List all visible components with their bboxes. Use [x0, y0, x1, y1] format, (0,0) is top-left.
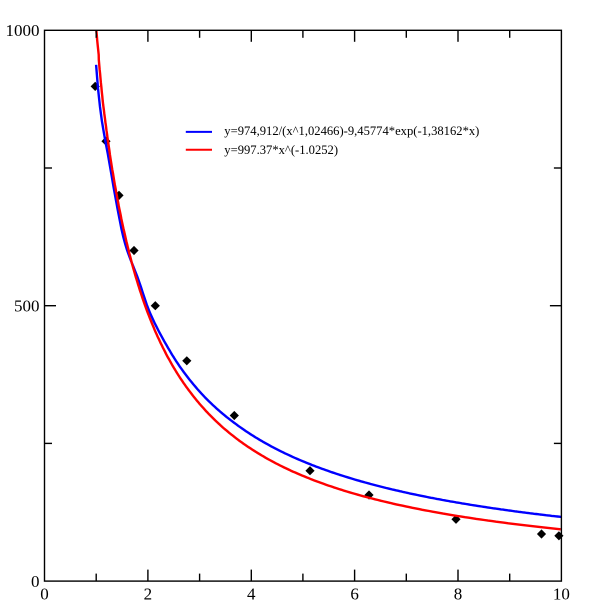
svg-text:1000: 1000 [6, 21, 40, 40]
svg-text:8: 8 [454, 584, 463, 600]
svg-text:y=974,912/(x^1,02466)-9,45774*: y=974,912/(x^1,02466)-9,45774*exp(-1,381… [224, 124, 479, 138]
svg-text:6: 6 [350, 584, 359, 600]
svg-text:2: 2 [144, 584, 153, 600]
svg-text:y=997.37*x^(-1.0252): y=997.37*x^(-1.0252) [224, 143, 338, 157]
svg-text:0: 0 [40, 584, 49, 600]
svg-text:10: 10 [553, 584, 570, 600]
svg-text:500: 500 [14, 297, 40, 316]
svg-text:0: 0 [31, 572, 40, 591]
svg-text:4: 4 [247, 584, 256, 600]
